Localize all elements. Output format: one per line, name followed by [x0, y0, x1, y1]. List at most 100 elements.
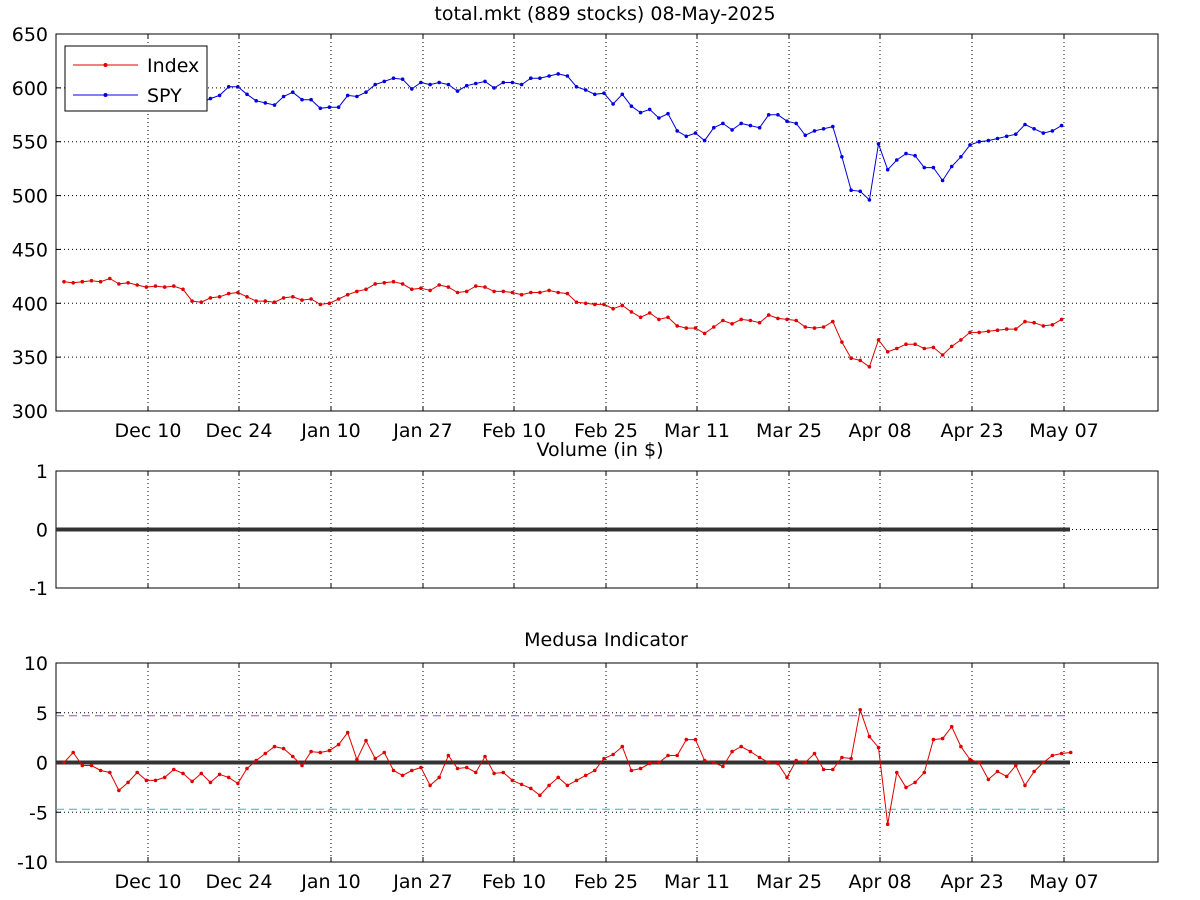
medusa-series-point [464, 765, 469, 770]
spy-series-point [913, 153, 917, 158]
spy-series-point [519, 82, 524, 87]
medusa-series-point [355, 757, 359, 762]
medusa-series-point [565, 783, 570, 788]
medusa-series-point [172, 767, 176, 772]
spy-series-point [611, 102, 615, 106]
spy-series-point [940, 178, 945, 183]
index-series-point [547, 288, 551, 293]
x-tick-label: Feb 10 [482, 871, 546, 893]
spy-series-point [1014, 132, 1018, 136]
spy-series-point [776, 113, 780, 117]
index-series-point [574, 300, 579, 305]
index-series-point [327, 301, 332, 306]
medusa-series-point [181, 771, 185, 776]
medusa-series-point [940, 736, 945, 741]
index-series-line [63, 277, 1062, 368]
medusa-series-point [336, 742, 341, 747]
spy-series-point [794, 121, 798, 126]
index-series-point [428, 288, 432, 293]
x-tick-label: Dec 10 [115, 420, 182, 442]
y-tick-label: 0 [36, 520, 48, 542]
index-series-point [501, 289, 506, 294]
spy-series-point [446, 82, 451, 87]
spy-series-point [428, 82, 432, 87]
index-series-point [666, 315, 670, 320]
index-series-point [208, 296, 213, 300]
spy-series-point [565, 74, 570, 78]
medusa-series-point [895, 770, 899, 775]
medusa-series-point [1014, 763, 1018, 768]
spy-series-point [1041, 131, 1046, 135]
index-series-point [71, 281, 75, 285]
spy-series-point [529, 76, 533, 80]
index-series-point [647, 311, 652, 315]
spy-series-point [840, 155, 844, 159]
medusa-series-point [794, 758, 798, 763]
medusa-series-point [913, 780, 917, 785]
medusa-series-point [281, 746, 286, 751]
legend: Index SPY [64, 45, 208, 112]
medusa-series-point [529, 786, 533, 791]
index-series-point [1050, 323, 1055, 327]
index-series-point [144, 285, 149, 289]
spy-series-point [1004, 134, 1009, 139]
medusa-series-point [400, 773, 405, 778]
index-series-point [474, 284, 478, 288]
index-series-point [419, 286, 423, 291]
index-series-point [785, 317, 789, 322]
medusa-series-point [345, 730, 350, 735]
medusa-series-point [831, 767, 835, 772]
y-tick-label: 5 [36, 703, 48, 725]
medusa-series-point [98, 768, 103, 773]
medusa-series-point [885, 822, 890, 826]
index-series-point [721, 318, 725, 323]
spy-series-point [757, 125, 762, 130]
medusa-series-point [1004, 774, 1009, 779]
spy-series-point [986, 138, 991, 143]
spy-series-point [300, 97, 304, 102]
index-series-point [153, 284, 158, 288]
y-tick-label: 1 [36, 461, 48, 483]
medusa-series-point [135, 770, 139, 775]
y-tick-label: -10 [17, 852, 48, 874]
medusa-series-point [995, 769, 1000, 774]
index-series-point [364, 287, 368, 292]
spy-series-point [309, 97, 313, 102]
spy-series-point [995, 136, 1000, 141]
index-series-point [565, 291, 570, 296]
spy-series-point [629, 104, 634, 108]
spy-series-point [666, 111, 670, 116]
x-tick-label: Mar 25 [756, 420, 822, 442]
medusa-series-point [959, 744, 963, 749]
spy-series-point [492, 86, 496, 90]
medusa-series-point [80, 763, 85, 768]
index-series-point [89, 278, 94, 283]
index-series-point [977, 330, 981, 335]
index-series-point [959, 338, 963, 342]
medusa-series-point [739, 744, 743, 749]
medusa-series-point [492, 771, 496, 776]
medusa-series-point [547, 783, 551, 788]
spy-series-point [867, 198, 872, 202]
medusa-series-point [318, 750, 323, 755]
index-series-point [199, 300, 204, 305]
medusa-series-point [327, 748, 332, 753]
medusa-series-point [226, 775, 231, 780]
medusa-series-point [455, 766, 460, 771]
index-series-point [464, 289, 469, 294]
index-series-point [446, 285, 451, 289]
spy-series-point [602, 91, 606, 95]
medusa-series-point [428, 783, 432, 788]
index-series-point [593, 302, 597, 307]
index-series-point [949, 344, 954, 349]
medusa-series-point [666, 753, 670, 758]
index-series-point [190, 299, 194, 303]
medusa-series-point [1023, 783, 1027, 788]
medusa-series-point [71, 750, 75, 755]
index-series-point [309, 297, 313, 301]
index-series-point [556, 290, 560, 295]
spy-series-point [702, 138, 707, 143]
spy-series-point [931, 165, 936, 170]
spy-series-point [474, 81, 478, 86]
y-tick-label: 650 [12, 24, 48, 46]
